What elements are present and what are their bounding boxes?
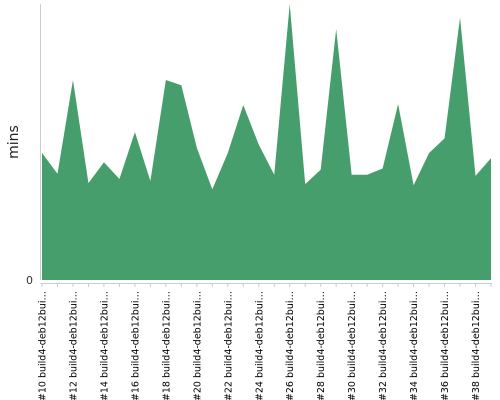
x-tick-label: #12 build4-deb12bui…: [68, 291, 79, 400]
x-tick-label: #26 build4-deb12bui…: [285, 291, 296, 400]
x-tick-label: #30 build4-deb12bui…: [347, 291, 358, 400]
x-tick-label: #10 build4-deb12bui…: [38, 291, 49, 400]
y-tick-label: 0: [26, 274, 33, 287]
x-tick-label: #34 build4-deb12bui…: [409, 291, 420, 400]
area-series: [42, 4, 491, 280]
axes: [40, 4, 492, 287]
x-tick-label: #38 build4-deb12bui…: [471, 291, 482, 400]
x-tick-label: #22 build4-deb12bui…: [223, 291, 234, 400]
tick-labels: 0 #10 build4-deb12bui… #12 build4-deb12bui…: [26, 274, 482, 400]
x-tick-label: #24 build4-deb12bui…: [254, 291, 265, 400]
y-axis-title: mins: [6, 125, 22, 159]
x-tick-label: #18 build4-deb12bui…: [161, 291, 172, 400]
x-tick-label: #36 build4-deb12bui…: [440, 291, 451, 400]
x-tick-label: #28 build4-deb12bui…: [316, 291, 327, 400]
plot-area: [42, 4, 491, 280]
x-tick-label: #14 build4-deb12bui…: [99, 291, 110, 400]
x-tick-label: #32 build4-deb12bui…: [378, 291, 389, 400]
x-tick-label: #20 build4-deb12bui…: [192, 291, 203, 400]
x-tick-label: #16 build4-deb12bui…: [130, 291, 141, 400]
